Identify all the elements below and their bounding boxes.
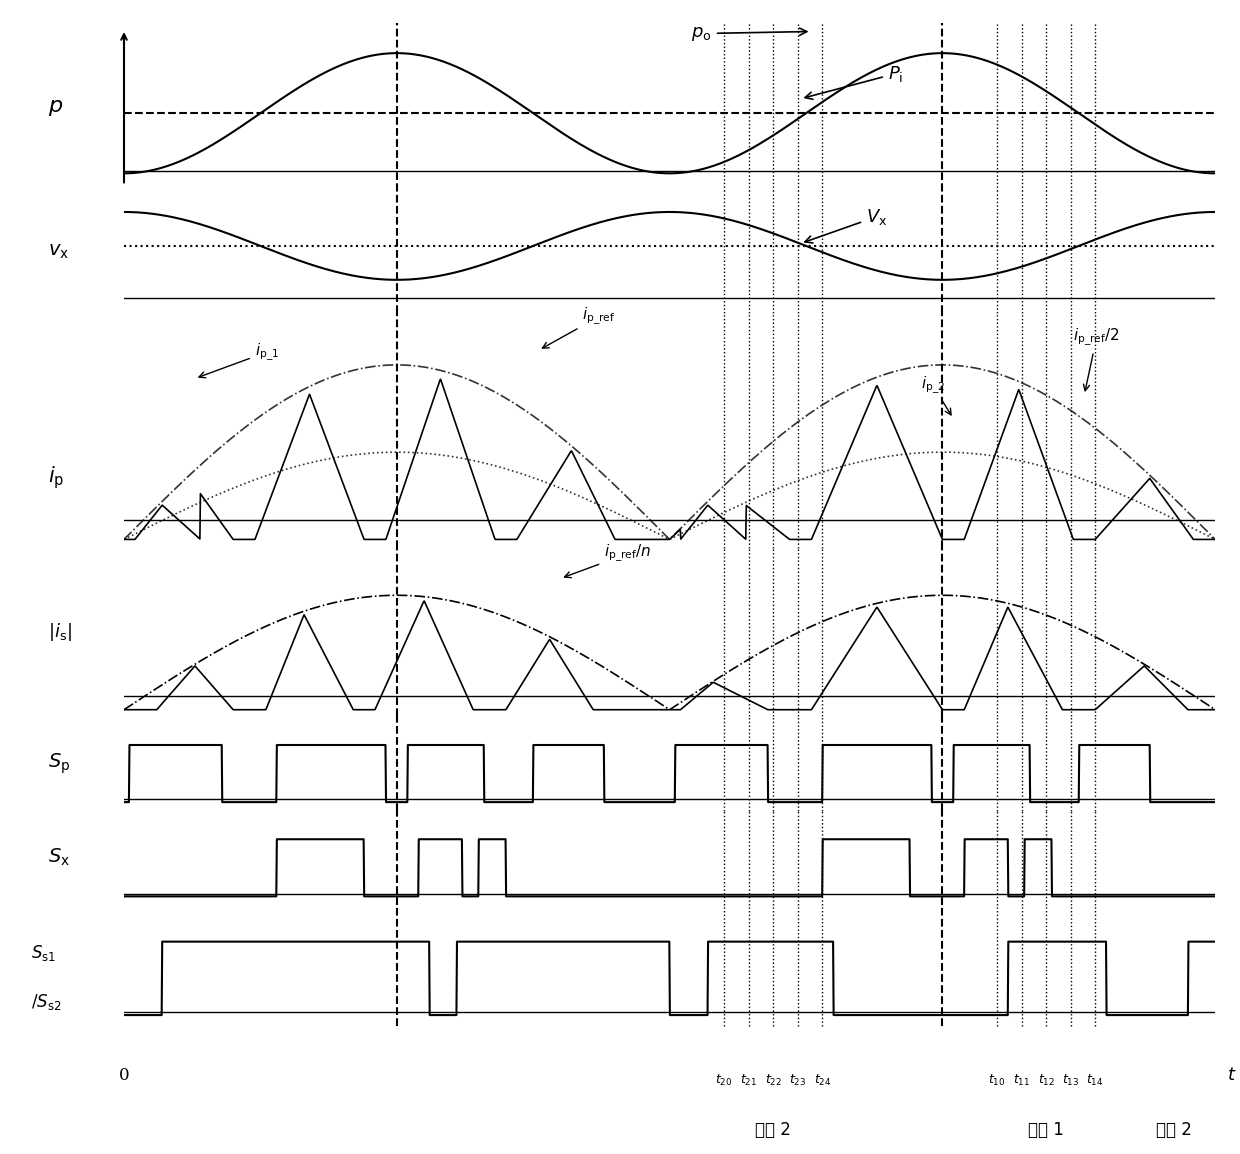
Text: $t_{20}$: $t_{20}$: [715, 1073, 733, 1088]
Text: $t_{13}$: $t_{13}$: [1061, 1073, 1079, 1088]
Text: $P_{\rm i}$: $P_{\rm i}$: [805, 63, 903, 99]
Text: $t_{10}$: $t_{10}$: [988, 1073, 1006, 1088]
Text: $i_{\rm p\_2}$: $i_{\rm p\_2}$: [920, 375, 951, 415]
Text: $i_{\rm p}$: $i_{\rm p}$: [47, 464, 64, 490]
Text: $i_{\rm p\_ref}/n$: $i_{\rm p\_ref}/n$: [564, 544, 651, 578]
Text: $V_{\rm x}$: $V_{\rm x}$: [805, 207, 888, 243]
Text: $/{S}_{\rm s2}$: $/{S}_{\rm s2}$: [31, 992, 62, 1012]
Text: $|i_{\rm s}|$: $|i_{\rm s}|$: [47, 621, 72, 643]
Text: 模式 2: 模式 2: [755, 1121, 791, 1139]
Text: $t_{21}$: $t_{21}$: [740, 1073, 758, 1088]
Text: 模式 1: 模式 1: [1028, 1121, 1064, 1139]
Text: $t_{22}$: $t_{22}$: [765, 1073, 781, 1088]
Text: $i_{\rm p\_ref}$: $i_{\rm p\_ref}$: [542, 306, 615, 349]
Text: $t_{14}$: $t_{14}$: [1086, 1073, 1104, 1088]
Text: $t_{11}$: $t_{11}$: [1013, 1073, 1030, 1088]
Text: 模式 2: 模式 2: [1157, 1121, 1192, 1139]
Text: $t_{12}$: $t_{12}$: [1038, 1073, 1054, 1088]
Text: $t_{24}$: $t_{24}$: [813, 1073, 831, 1088]
Text: $i_{\rm p\_ref}/2$: $i_{\rm p\_ref}/2$: [1074, 328, 1120, 391]
Text: $t_{23}$: $t_{23}$: [789, 1073, 806, 1088]
Text: $p$: $p$: [47, 96, 63, 118]
Text: $S_{\rm s1}$: $S_{\rm s1}$: [31, 944, 56, 964]
Text: 0: 0: [119, 1067, 129, 1085]
Text: $v_{\rm x}$: $v_{\rm x}$: [47, 242, 68, 261]
Text: $S_{\rm x}$: $S_{\rm x}$: [47, 847, 69, 869]
Text: $t$: $t$: [1226, 1066, 1236, 1085]
Text: $i_{\rm p\_1}$: $i_{\rm p\_1}$: [198, 342, 279, 377]
Text: $S_{\rm p}$: $S_{\rm p}$: [47, 751, 69, 775]
Text: $p_{\rm o}$: $p_{\rm o}$: [692, 24, 807, 43]
